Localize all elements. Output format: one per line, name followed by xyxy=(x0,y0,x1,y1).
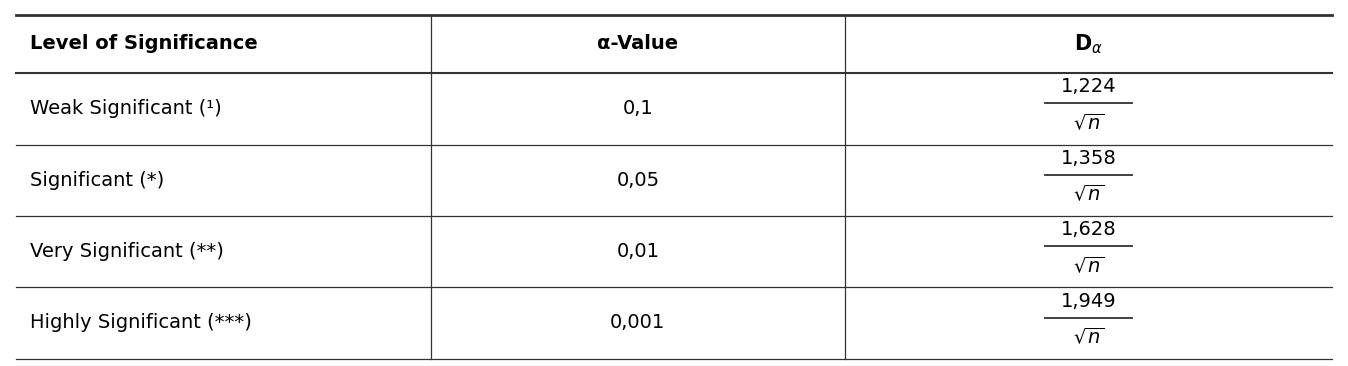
Text: $\sqrt{n}$: $\sqrt{n}$ xyxy=(1073,326,1104,347)
Text: Weak Significant (¹): Weak Significant (¹) xyxy=(30,100,221,118)
Text: $\sqrt{n}$: $\sqrt{n}$ xyxy=(1073,184,1104,205)
Text: $\sqrt{n}$: $\sqrt{n}$ xyxy=(1073,112,1104,133)
Text: 1,224: 1,224 xyxy=(1061,78,1116,96)
Text: Level of Significance: Level of Significance xyxy=(30,34,257,53)
Text: 1,358: 1,358 xyxy=(1061,149,1116,168)
Text: $\mathbf{D}_{\alpha}$: $\mathbf{D}_{\alpha}$ xyxy=(1074,32,1103,56)
Text: 0,001: 0,001 xyxy=(611,314,666,332)
Text: 0,05: 0,05 xyxy=(616,171,659,190)
Text: Highly Significant (***): Highly Significant (***) xyxy=(30,314,252,332)
Text: 0,1: 0,1 xyxy=(623,100,654,118)
Text: 1,949: 1,949 xyxy=(1061,292,1116,310)
Text: 1,628: 1,628 xyxy=(1061,220,1116,239)
Text: $\sqrt{n}$: $\sqrt{n}$ xyxy=(1073,255,1104,276)
Text: Very Significant (**): Very Significant (**) xyxy=(30,242,224,261)
Text: α-Value: α-Value xyxy=(597,34,678,53)
Text: 0,01: 0,01 xyxy=(616,242,659,261)
Text: Significant (*): Significant (*) xyxy=(30,171,164,190)
